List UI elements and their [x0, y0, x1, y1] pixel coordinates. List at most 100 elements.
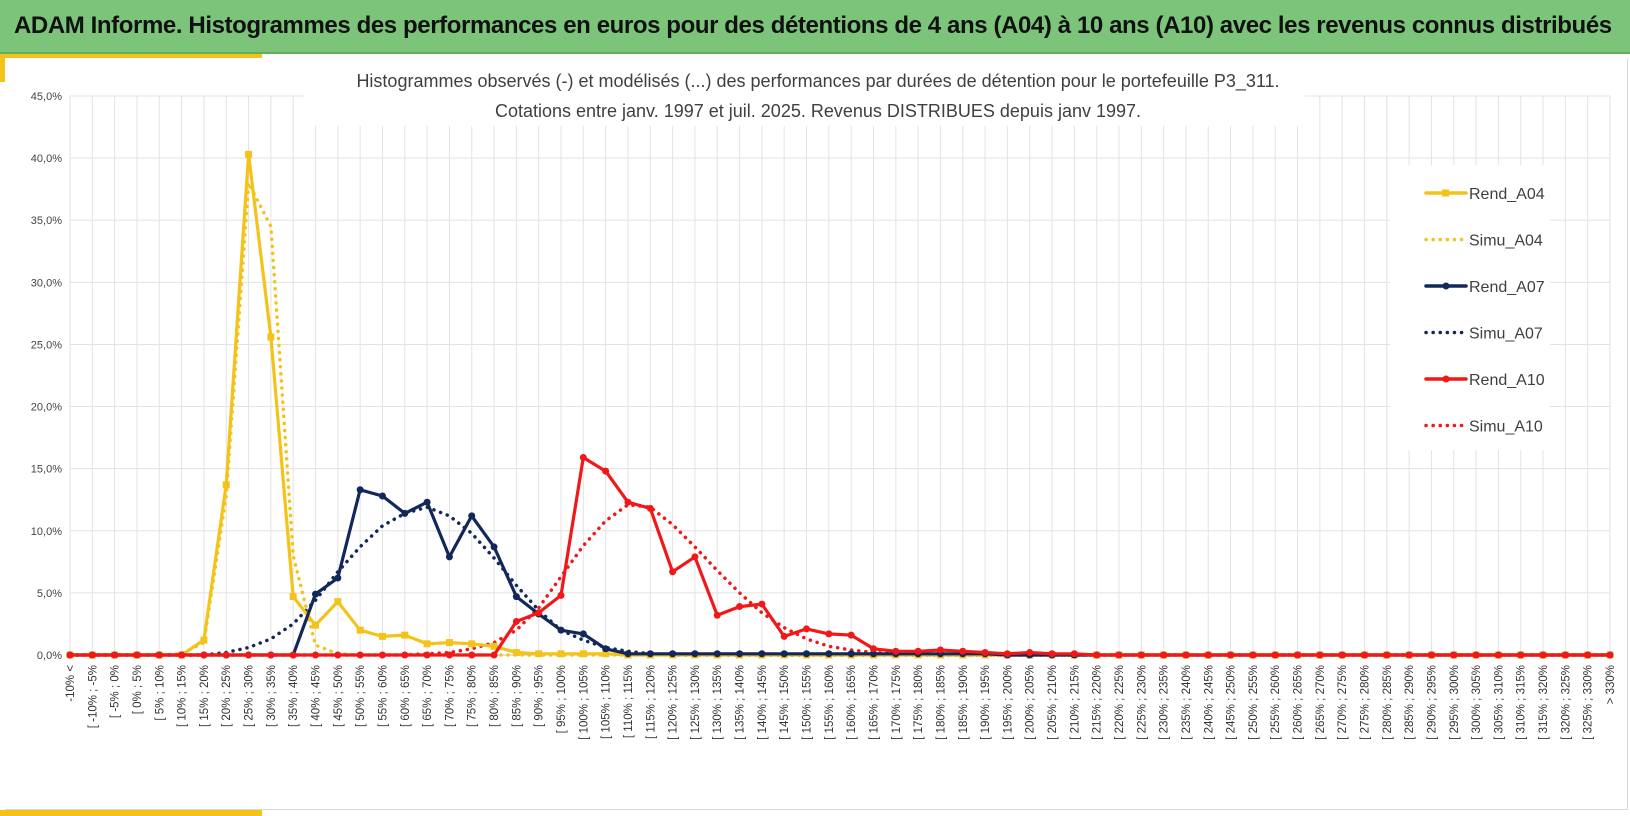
x-tick-label: [ 320% ; 325% [1560, 665, 1572, 740]
y-tick-label: 30,0% [31, 277, 62, 289]
data-point-rend_a10 [669, 568, 677, 576]
x-tick-label: [ 280% ; 285% [1382, 665, 1394, 740]
accent-bar-left [0, 54, 5, 82]
legend: Rend_A04 Simu_A04 Rend_A07 Simu_A07 Rend_A10… [1390, 165, 1550, 450]
gridlines [69, 95, 1611, 656]
x-tick-label: [ 285% ; 290% [1404, 665, 1416, 740]
data-point-rend_a10 [1160, 651, 1168, 659]
data-point-rend_a07 [557, 626, 565, 634]
x-tick-label: [ 45% ; 50% [333, 665, 345, 727]
x-tick-label: [ 225% ; 230% [1136, 665, 1148, 740]
data-point-rend_a10 [1360, 651, 1368, 659]
x-tick-label: [ 135% ; 140% [735, 665, 747, 740]
data-point-rend_a07 [512, 593, 520, 601]
x-tick-label: [ 180% ; 185% [935, 665, 947, 740]
data-point-rend_a10 [356, 651, 364, 659]
x-tick-label: [ 120% ; 125% [668, 665, 680, 740]
data-point-rend_a10 [1204, 651, 1212, 659]
legend-marker [1442, 282, 1450, 290]
y-tick-label: 40,0% [31, 153, 62, 165]
data-point-rend_a10 [713, 611, 721, 619]
x-tick-label: [ 20% ; 25% [221, 665, 233, 727]
x-tick-label: [ 65% ; 70% [422, 665, 434, 727]
data-point-rend_a10 [490, 651, 498, 659]
banner-title: ADAM Informe. Histogrammes des performan… [14, 12, 1612, 39]
x-tick-label: [ 315% ; 320% [1538, 665, 1550, 740]
data-point-rend_a10 [512, 617, 520, 625]
data-point-rend_a04 [512, 649, 520, 657]
legend-label: Rend_A07 [1469, 279, 1545, 296]
data-point-rend_a10 [1294, 651, 1302, 659]
x-tick-label: [ 170% ; 175% [891, 665, 903, 740]
x-tick-label: > 330% [1605, 665, 1617, 704]
data-point-rend_a10 [401, 651, 409, 659]
data-point-rend_a07 [780, 650, 788, 658]
y-tick-label: 25,0% [31, 339, 62, 351]
data-point-rend_a10 [1494, 651, 1502, 659]
x-tick-label: [ 40% ; 45% [311, 665, 323, 727]
data-point-rend_a10 [178, 651, 186, 659]
x-tick-label: [ 295% ; 300% [1449, 665, 1461, 740]
data-point-rend_a10 [736, 603, 744, 611]
data-point-rend_a10 [1048, 650, 1056, 658]
x-tick-label: [ 150% ; 155% [802, 665, 814, 740]
x-tick-label: [ 90% ; 95% [534, 665, 546, 727]
data-point-rend_a04 [289, 593, 297, 601]
data-point-rend_a07 [646, 650, 654, 658]
x-tick-label: [ 80% ; 85% [489, 665, 501, 727]
x-tick-label: [ 220% ; 225% [1114, 665, 1126, 740]
x-tick-label: [ 15% ; 20% [199, 665, 211, 727]
legend-label: Rend_A04 [1469, 186, 1545, 203]
data-point-rend_a10 [803, 625, 811, 633]
y-tick-label: 35,0% [31, 215, 62, 227]
data-point-rend_a04 [490, 642, 498, 650]
data-point-rend_a07 [468, 512, 476, 520]
data-point-rend_a07 [869, 650, 877, 658]
x-tick-label: [ 95% ; 100% [556, 665, 568, 733]
x-tick-label: [ 125% ; 130% [690, 665, 702, 740]
x-tick-label: [ 160% ; 165% [846, 665, 858, 740]
data-point-rend_a10 [936, 646, 944, 654]
data-point-rend_a10 [423, 651, 431, 659]
data-point-rend_a10 [1584, 651, 1592, 659]
y-axis-ticks: 0,0% 5,0% 10,0% 15,0% 20,0% 25,0% 30,0% 35,0% 40… [31, 91, 62, 662]
y-tick-label: 0,0% [37, 650, 62, 662]
data-point-rend_a10 [892, 647, 900, 655]
x-tick-label: [ 240% ; 245% [1203, 665, 1215, 740]
data-point-rend_a10 [267, 651, 275, 659]
data-point-rend_a10 [1472, 651, 1480, 659]
x-tick-label: [ 230% ; 235% [1159, 665, 1171, 740]
x-tick-label: [ 265% ; 270% [1315, 665, 1327, 740]
data-point-rend_a10 [1539, 651, 1547, 659]
data-point-rend_a04 [334, 598, 342, 606]
legend-label: Simu_A07 [1469, 326, 1543, 343]
data-point-rend_a10 [981, 649, 989, 657]
data-point-rend_a10 [1405, 651, 1413, 659]
data-point-rend_a04 [312, 621, 320, 629]
x-tick-label: [ 60% ; 65% [400, 665, 412, 727]
legend-label: Simu_A04 [1469, 233, 1543, 250]
data-point-rend_a10 [602, 467, 610, 475]
data-point-rend_a10 [1003, 650, 1011, 658]
x-tick-label: [ 0% ; 5% [132, 665, 144, 714]
data-point-rend_a10 [1182, 651, 1190, 659]
x-tick-label: [ 5% ; 10% [154, 665, 166, 721]
data-point-rend_a07 [825, 650, 833, 658]
data-point-rend_a07 [758, 650, 766, 658]
data-point-rend_a07 [713, 650, 721, 658]
x-tick-label: [ 130% ; 135% [712, 665, 724, 740]
data-point-rend_a10 [758, 600, 766, 608]
accent-bar-top [0, 54, 262, 58]
data-point-rend_a10 [468, 651, 476, 659]
data-point-rend_a10 [88, 651, 96, 659]
x-tick-label: [ 25% ; 30% [244, 665, 256, 727]
x-tick-label: [ 290% ; 295% [1426, 665, 1438, 740]
x-tick-label: [ 195% ; 200% [1002, 665, 1014, 740]
data-point-rend_a10 [780, 632, 788, 640]
data-point-rend_a10 [1338, 651, 1346, 659]
data-point-rend_a04 [579, 650, 587, 658]
data-point-rend_a10 [289, 651, 297, 659]
data-point-rend_a07 [334, 574, 342, 582]
data-point-rend_a10 [1427, 651, 1435, 659]
data-point-rend_a10 [245, 651, 253, 659]
